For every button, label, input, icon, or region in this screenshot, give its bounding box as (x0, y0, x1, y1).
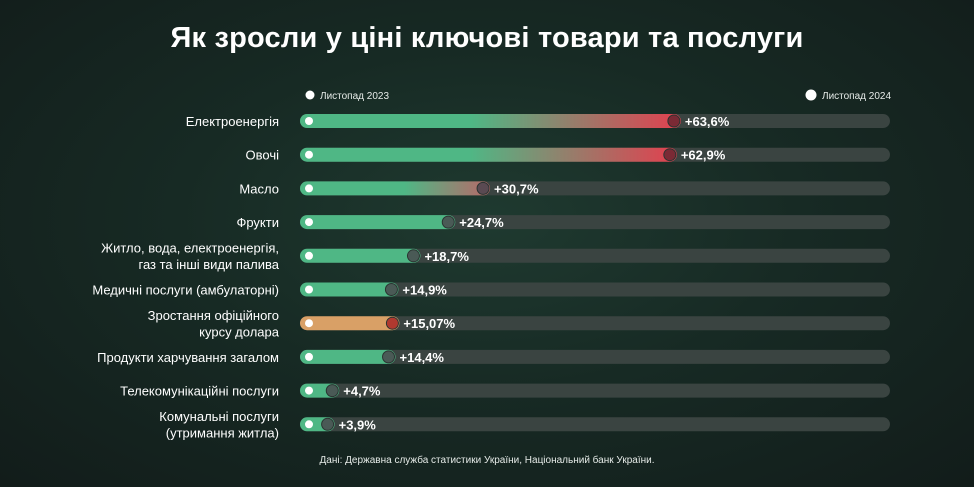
legend: Листопад 2023 Листопад 2024 (305, 89, 891, 102)
chart-row: Телекомунікаційні послуги +4,7% (120, 383, 890, 399)
bar-track (300, 349, 890, 364)
value-label: +3,9% (339, 417, 377, 432)
value-label: +24,7% (459, 215, 504, 230)
end-marker (384, 283, 398, 296)
value-label: +18,7% (424, 249, 469, 264)
category-label: Житло, вода, електроенергія, газ та інші … (101, 241, 280, 273)
bar-track (300, 282, 890, 297)
chart-row: Електроенергія +63,6% (186, 114, 890, 129)
chart-row: Медичні послуги (амбулаторні) +14,9% (92, 282, 890, 298)
start-marker (305, 150, 313, 159)
value-label: +15,07% (403, 316, 455, 331)
legend-marker-2024 (805, 89, 817, 101)
bar-track (300, 383, 890, 398)
start-marker (305, 386, 313, 395)
category-label: Масло (239, 181, 279, 196)
start-marker (305, 251, 313, 260)
bar-value (300, 248, 421, 263)
end-marker (663, 148, 677, 162)
category-label: Овочі (246, 148, 280, 163)
category-label: Продукти харчування загалом (97, 350, 279, 365)
bar-value (300, 316, 400, 331)
start-marker (305, 117, 313, 125)
bar-value (300, 181, 491, 196)
category-label: Зростання офіційного курсу долара (148, 308, 280, 340)
chart-row: Житло, вода, електроенергія, газ та інші … (101, 241, 890, 273)
bar-track (300, 248, 890, 263)
legend-marker-2023 (305, 90, 315, 100)
bar-value (300, 114, 681, 128)
end-marker (406, 249, 420, 263)
category-label: Медичні послуги (амбулаторні) (92, 283, 279, 298)
chart-row: Овочі +62,9% (246, 147, 890, 163)
chart-row: Зростання офіційного курсу долара +15,07% (148, 308, 890, 340)
value-label: +62,9% (681, 148, 726, 163)
chart-row: Масло +30,7% (239, 181, 890, 196)
end-marker (441, 215, 455, 229)
category-label: Комунальні послуги (утримання житла) (159, 409, 279, 441)
start-marker (305, 285, 313, 294)
chart-title: Як зросли у ціні ключові товари та послу… (170, 22, 804, 54)
start-marker (305, 218, 313, 227)
source-note: Дані: Державна служба статистики України… (319, 455, 655, 466)
start-marker (305, 352, 313, 361)
end-marker (385, 316, 399, 330)
value-label: +14,9% (402, 283, 447, 298)
end-marker (476, 181, 490, 195)
legend-label-2024: Листопад 2024 (822, 91, 891, 102)
value-label: +63,6% (685, 114, 730, 129)
end-marker (325, 384, 339, 398)
start-marker (305, 319, 313, 328)
bar-value (300, 282, 399, 297)
end-marker (321, 417, 335, 431)
bar-value (300, 349, 396, 364)
value-label: +30,7% (494, 181, 539, 196)
end-marker (667, 114, 681, 128)
bar-track (300, 316, 890, 331)
chart-row: Фрукти +24,7% (236, 215, 890, 230)
chart-row: Продукти харчування загалом +14,4% (97, 349, 890, 365)
start-marker (305, 420, 313, 429)
bar-value (300, 215, 456, 230)
start-marker (305, 184, 313, 193)
value-label: +4,7% (343, 384, 381, 399)
chart-row: Комунальні послуги (утримання житла) +3,9% (159, 409, 890, 441)
category-label: Фрукти (236, 215, 279, 230)
category-label: Електроенергія (186, 114, 279, 129)
legend-label-2023: Листопад 2023 (320, 91, 389, 102)
end-marker (382, 350, 396, 364)
bar-track (300, 417, 890, 432)
value-label: +14,4% (400, 350, 445, 365)
category-label: Телекомунікаційні послуги (120, 384, 279, 399)
bar-value (300, 147, 677, 162)
